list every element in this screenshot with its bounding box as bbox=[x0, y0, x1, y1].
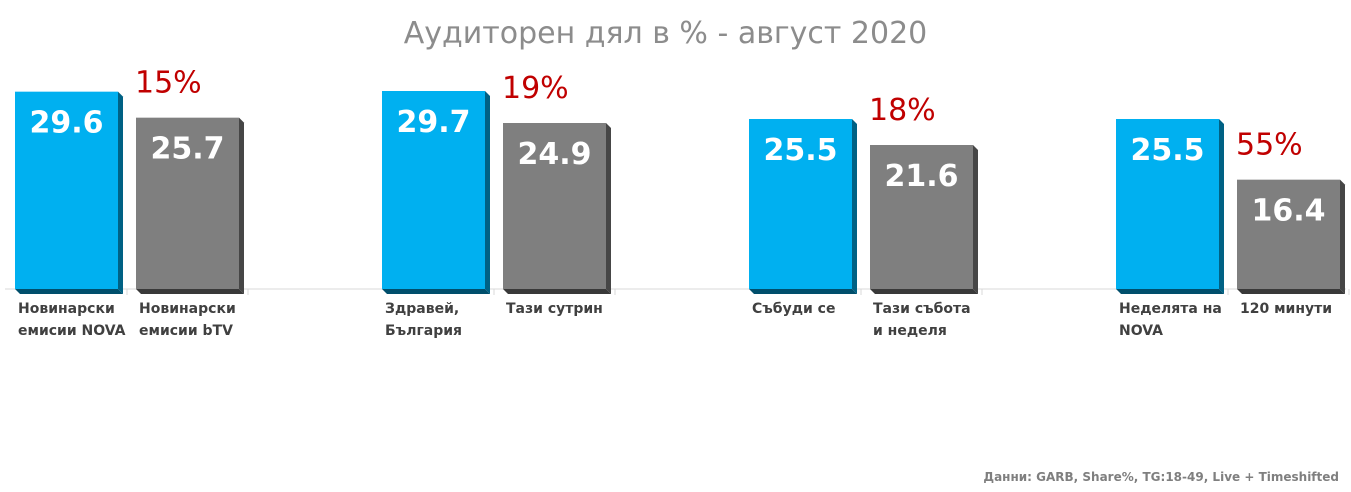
bar-bottom-shade bbox=[1237, 289, 1345, 294]
bar-value-label: 25.5 bbox=[763, 133, 837, 168]
bar-value-label: 16.4 bbox=[1251, 194, 1325, 229]
category-label: Новинарски емисии NOVA bbox=[18, 301, 126, 339]
bar-0-1 bbox=[136, 117, 239, 290]
bar-side-shade bbox=[606, 123, 611, 294]
category-label: Тази събота и неделя bbox=[873, 301, 971, 339]
bar-bottom-shade bbox=[136, 289, 244, 294]
bar-value-label: 24.9 bbox=[517, 137, 591, 172]
category-label: 120 минути bbox=[1240, 301, 1333, 317]
bar-3-1 bbox=[1237, 179, 1340, 289]
bar-value-label: 29.6 bbox=[29, 106, 103, 141]
percent-annotation: 55% bbox=[1236, 128, 1303, 163]
source-note: Данни: GARB, Share%, TG:18-49, Live + Ti… bbox=[983, 470, 1339, 484]
bar-side-shade bbox=[973, 145, 978, 294]
bar-bottom-shade bbox=[870, 289, 978, 294]
bar-1-0 bbox=[382, 91, 485, 289]
bar-bottom-shade bbox=[749, 289, 857, 294]
bar-side-shade bbox=[1340, 179, 1345, 294]
bar-bottom-shade bbox=[15, 289, 123, 294]
percent-annotation: 19% bbox=[502, 71, 569, 106]
bar-side-shade bbox=[118, 91, 123, 295]
bar-bottom-shade bbox=[1116, 289, 1224, 294]
bar-side-shade bbox=[485, 91, 490, 294]
bar-bottom-shade bbox=[382, 289, 490, 294]
category-label: Новинарски емисии bTV bbox=[139, 301, 236, 339]
bar-bottom-shade bbox=[503, 289, 611, 294]
bar-3-0 bbox=[1116, 119, 1219, 289]
bar-2-1 bbox=[870, 145, 973, 289]
bar-value-label: 21.6 bbox=[884, 159, 958, 194]
bar-0-0 bbox=[15, 91, 118, 290]
percent-annotation: 18% bbox=[869, 93, 936, 128]
bar-side-shade bbox=[852, 119, 857, 294]
bar-value-label: 25.5 bbox=[1130, 133, 1204, 168]
bar-side-shade bbox=[1219, 119, 1224, 294]
bar-2-0 bbox=[749, 119, 852, 289]
bar-value-label: 29.7 bbox=[396, 105, 470, 140]
category-label: Събуди се bbox=[752, 301, 836, 317]
bar-value-label: 25.7 bbox=[150, 132, 224, 167]
bar-side-shade bbox=[239, 117, 244, 295]
category-label: Неделята на NOVA bbox=[1119, 301, 1222, 339]
chart-title: Аудиторен дял в % - август 2020 bbox=[403, 16, 928, 51]
category-label: Тази сутрин bbox=[506, 301, 603, 317]
bar-1-1 bbox=[503, 123, 606, 289]
category-label: Здравей, България bbox=[385, 301, 463, 339]
percent-annotation: 15% bbox=[135, 66, 202, 101]
